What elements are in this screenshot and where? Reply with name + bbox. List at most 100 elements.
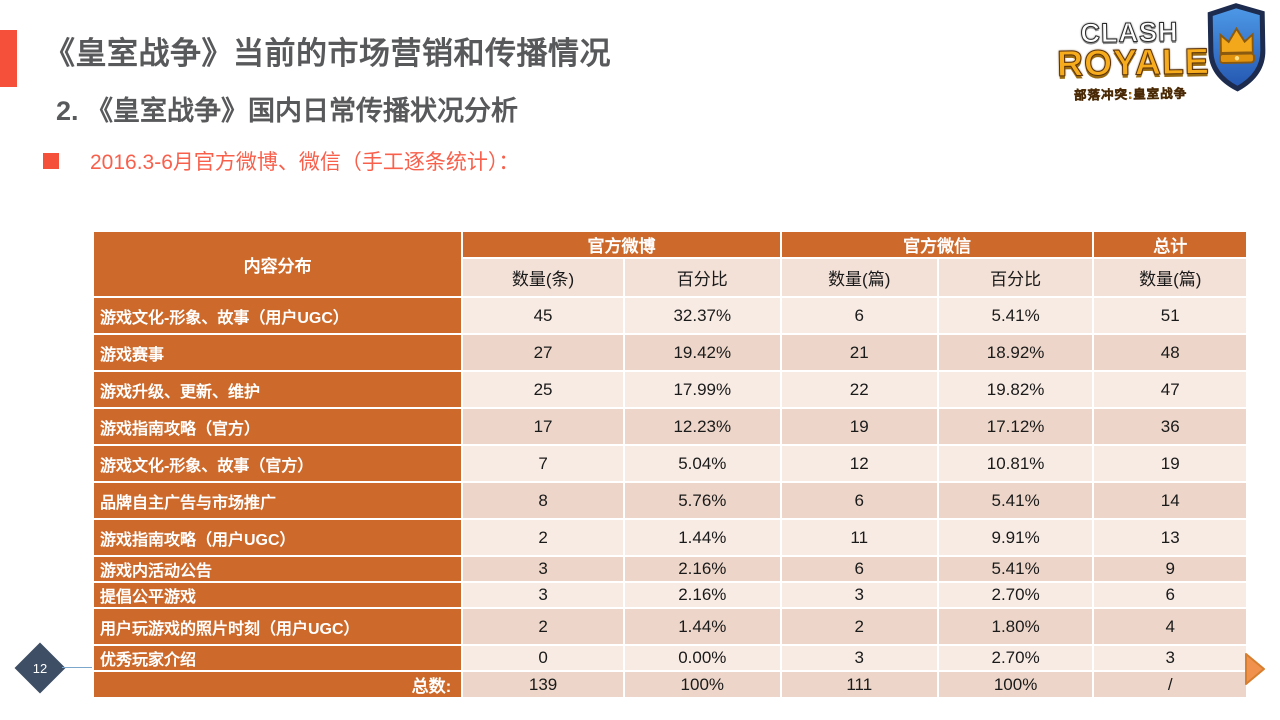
data-cell: 17 xyxy=(461,407,625,446)
footer-connector-line xyxy=(62,667,92,668)
logo-royale-text: ROYALE xyxy=(1056,40,1211,85)
row-label-cell: 品牌自主广告与市场推广 xyxy=(91,481,464,520)
table-body: 游戏文化-形象、故事（用户UGC） 45 32.37% 6 5.41% 51 游戏赛事 27 1… xyxy=(91,296,1248,699)
table-row: 游戏指南攻略（用户UGC） 2 1.44% 11 9.91% 13 xyxy=(91,518,1248,557)
data-cell: 12 xyxy=(779,444,939,483)
next-arrow-icon xyxy=(1245,653,1265,685)
clash-royale-logo: CLASH ROYALE 部落冲突:皇室战争 xyxy=(1056,2,1270,118)
table-row: 优秀玩家介绍 0 0.00% 3 2.70% 3 xyxy=(91,644,1248,672)
data-cell: 19 xyxy=(779,407,939,446)
data-cell: 7 xyxy=(461,444,625,483)
data-cell: 2.70% xyxy=(936,644,1095,672)
data-cell: 45 xyxy=(461,296,625,335)
page-title: 《皇室战争》当前的市场营销和传播情况 xyxy=(44,36,611,71)
data-cell: 4 xyxy=(1092,607,1248,646)
total-data-cell: / xyxy=(1092,670,1248,699)
logo-chinese-subtitle: 部落冲突:皇室战争 xyxy=(1073,86,1188,103)
table-row: 游戏文化-形象、故事（官方） 7 5.04% 12 10.81% 19 xyxy=(91,444,1248,483)
data-cell: 14 xyxy=(1092,481,1248,520)
bullet-row: 2016.3-6月官方微博、微信（手工逐条统计）： xyxy=(43,146,519,176)
data-cell: 9 xyxy=(1092,555,1248,583)
data-cell: 9.91% xyxy=(936,518,1095,557)
data-cell: 51 xyxy=(1092,296,1248,335)
data-cell: 18.92% xyxy=(936,333,1095,372)
row-label-cell: 游戏指南攻略（用户UGC） xyxy=(91,518,464,557)
table-row: 游戏文化-形象、故事（用户UGC） 45 32.37% 6 5.41% 51 xyxy=(91,296,1248,335)
data-cell: 36 xyxy=(1092,407,1248,446)
data-cell: 1.80% xyxy=(936,607,1095,646)
table-row: 用户玩游戏的照片时刻（用户UGC） 2 1.44% 2 1.80% 4 xyxy=(91,607,1248,646)
data-cell: 6 xyxy=(1092,581,1248,609)
data-cell: 19.42% xyxy=(622,333,782,372)
row-label-cell: 用户玩游戏的照片时刻（用户UGC） xyxy=(91,607,464,646)
subheader-weibo-percent: 百分比 xyxy=(622,257,782,298)
data-cell: 48 xyxy=(1092,333,1248,372)
total-data-cell: 100% xyxy=(936,670,1095,699)
subheader-weibo-count: 数量(条) xyxy=(461,257,625,298)
page-number: 12 xyxy=(32,660,48,676)
data-cell: 25 xyxy=(461,370,625,409)
data-cell: 2 xyxy=(779,607,939,646)
row-label-cell: 游戏内活动公告 xyxy=(91,555,464,583)
data-cell: 5.76% xyxy=(622,481,782,520)
logo-text: CLASH ROYALE 部落冲突:皇室战争 xyxy=(1056,3,1211,104)
data-cell: 27 xyxy=(461,333,625,372)
row-label-cell: 游戏文化-形象、故事（用户UGC） xyxy=(91,296,464,335)
subheader-wechat-percent: 百分比 xyxy=(936,257,1095,298)
header-official-wechat: 官方微信 xyxy=(779,230,1095,259)
bullet-text: 2016.3-6月官方微博、微信（手工逐条统计）： xyxy=(90,151,520,174)
total-data-cell: 100% xyxy=(622,670,782,699)
data-cell: 8 xyxy=(461,481,625,520)
data-cell: 2.70% xyxy=(936,581,1095,609)
header-row-sub: 数量(条) 百分比 数量(篇) 百分比 数量(篇) xyxy=(93,257,1248,298)
data-cell: 1.44% xyxy=(622,518,782,557)
header-content-distribution: 内容分布 xyxy=(91,230,464,298)
shield-crown-icon xyxy=(1207,3,1266,92)
data-cell: 3 xyxy=(779,644,939,672)
data-cell: 5.41% xyxy=(936,296,1095,335)
title-accent-bar xyxy=(0,30,17,87)
data-cell: 21 xyxy=(779,333,939,372)
data-cell: 2 xyxy=(461,518,625,557)
total-data-cell: 111 xyxy=(779,670,939,699)
table-row: 品牌自主广告与市场推广 8 5.76% 6 5.41% 14 xyxy=(91,481,1248,520)
total-label-cell: 总数: xyxy=(91,670,464,699)
data-cell: 11 xyxy=(779,518,939,557)
data-cell: 2 xyxy=(461,607,625,646)
row-label-cell: 游戏指南攻略（官方） xyxy=(91,407,464,446)
data-cell: 47 xyxy=(1092,370,1248,409)
data-cell: 22 xyxy=(779,370,939,409)
data-cell: 12.23% xyxy=(622,407,782,446)
row-label-cell: 游戏赛事 xyxy=(91,333,464,372)
data-cell: 2.16% xyxy=(622,555,782,583)
data-cell: 6 xyxy=(779,296,939,335)
header-total: 总计 xyxy=(1092,230,1248,259)
table-row: 游戏内活动公告 3 2.16% 6 5.41% 9 xyxy=(91,555,1248,583)
data-cell: 6 xyxy=(779,481,939,520)
row-label-cell: 游戏文化-形象、故事（官方） xyxy=(91,444,464,483)
data-cell: 10.81% xyxy=(936,444,1095,483)
data-cell: 3 xyxy=(461,581,625,609)
data-cell: 0 xyxy=(461,644,625,672)
data-cell: 3 xyxy=(779,581,939,609)
data-cell: 5.41% xyxy=(936,555,1095,583)
row-label-cell: 提倡公平游戏 xyxy=(91,581,464,609)
data-cell: 0.00% xyxy=(622,644,782,672)
data-cell: 5.04% xyxy=(622,444,782,483)
total-data-cell: 139 xyxy=(461,670,625,699)
table-row: 游戏指南攻略（官方） 17 12.23% 19 17.12% 36 xyxy=(91,407,1248,446)
header-row-groups: 内容分布 官方微博 官方微信 总计 xyxy=(91,230,1248,298)
table-row: 游戏赛事 27 19.42% 21 18.92% 48 xyxy=(91,333,1248,372)
data-cell: 19 xyxy=(1092,444,1248,483)
section-subtitle: 2. 《皇室战争》国内日常传播状况分析 xyxy=(56,96,519,126)
data-cell: 13 xyxy=(1092,518,1248,557)
data-cell: 2.16% xyxy=(622,581,782,609)
statistics-table: 内容分布 官方微博 官方微信 总计 数量(条) 百分比 数量(篇) 百分比 数量… xyxy=(91,230,1248,699)
data-cell: 6 xyxy=(779,555,939,583)
total-row: 总数: 139 100% 111 100% / xyxy=(91,670,1248,699)
subheader-total-count: 数量(篇) xyxy=(1092,257,1248,298)
row-label-cell: 游戏升级、更新、维护 xyxy=(91,370,464,409)
header-official-weibo: 官方微博 xyxy=(461,230,782,259)
data-cell: 17.12% xyxy=(936,407,1095,446)
